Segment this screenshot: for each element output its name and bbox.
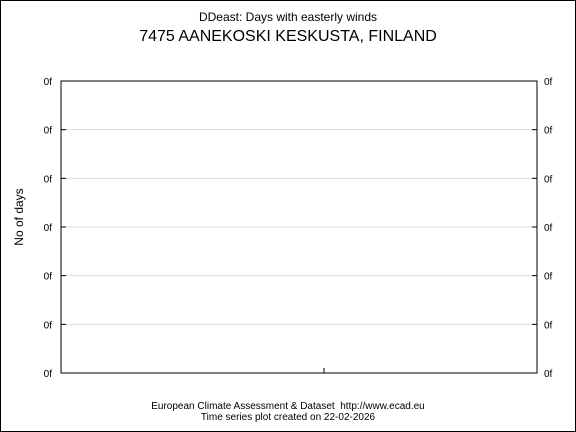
- y-tick-label-left: 0f: [44, 126, 53, 137]
- y-tick-label-right: 0f: [544, 223, 553, 234]
- chart-title: 7475 AANEKOSKI KESKUSTA, FINLAND: [139, 28, 437, 45]
- chart-subtitle: DDeast: Days with easterly winds: [198, 10, 378, 24]
- footer-created: Time series plot created on 22-02-2026: [200, 412, 376, 423]
- footer-source: European Climate Assessment & Dataset ht…: [151, 401, 425, 412]
- y-tick-label-right: 0f: [544, 77, 553, 88]
- grid-layer: [61, 129, 537, 325]
- y-tick-label-left: 0f: [44, 223, 53, 234]
- y-tick-label-right: 0f: [544, 320, 553, 331]
- y-tick-label-left: 0f: [44, 369, 53, 380]
- y-axis-label: No of days: [12, 188, 26, 245]
- y-tick-label-right: 0f: [544, 174, 553, 185]
- y-tick-label-right: 0f: [544, 126, 553, 137]
- y-tick-label-left: 0f: [44, 77, 53, 88]
- y-tick-label-right: 0f: [544, 369, 553, 380]
- tick-layer: 0f 0f 0f 0f 0f 0f 0f 0f 0f 0f 0f 0f 0f 0f: [44, 77, 553, 380]
- y-tick-label-left: 0f: [44, 174, 53, 185]
- y-tick-label-left: 0f: [44, 320, 53, 331]
- y-tick-label-left: 0f: [44, 272, 53, 283]
- y-tick-label-right: 0f: [544, 272, 553, 283]
